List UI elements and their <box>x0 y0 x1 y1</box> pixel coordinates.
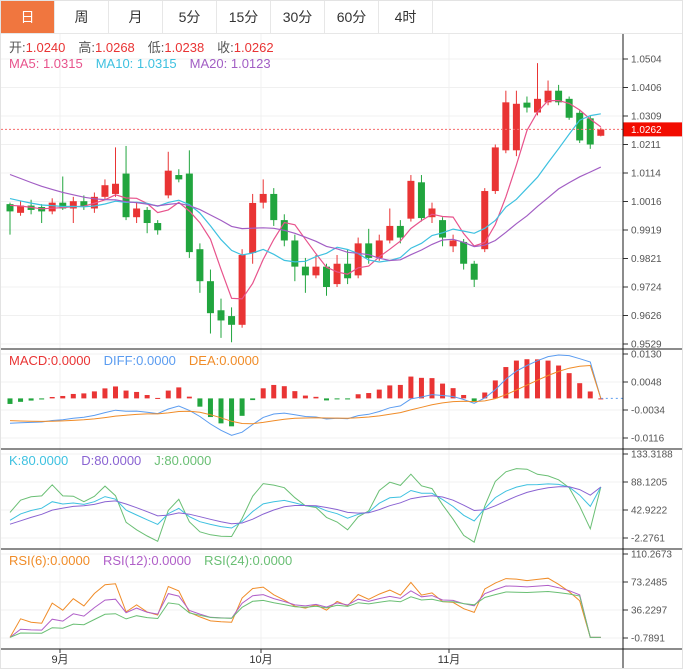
gridlines-layer <box>1 33 623 649</box>
tab-日[interactable]: 日 <box>1 1 55 33</box>
svg-text:42.9222: 42.9222 <box>631 506 668 517</box>
candles-layer <box>6 63 605 343</box>
panel-separators <box>1 33 682 668</box>
svg-text:1.0211: 1.0211 <box>631 140 661 151</box>
svg-text:-0.0116: -0.0116 <box>631 434 665 445</box>
svg-text:88.1205: 88.1205 <box>631 478 668 489</box>
tab-30分[interactable]: 30分 <box>271 1 325 33</box>
tab-15分[interactable]: 15分 <box>217 1 271 33</box>
x-axis-labels: 9月 10月 11月 <box>51 649 460 666</box>
last-price-badge: 1.0262 <box>623 122 682 137</box>
svg-text:-2.2761: -2.2761 <box>631 534 665 545</box>
svg-text:0.0130: 0.0130 <box>631 350 662 361</box>
svg-text:-0.7891: -0.7891 <box>631 634 665 645</box>
svg-text:1.0406: 1.0406 <box>631 83 662 94</box>
axis-labels-layer: 1.0504 1.0406 1.0309 1.0211 1.0114 1.0016 0.99… <box>623 55 673 645</box>
svg-text:0.9919: 0.9919 <box>631 226 662 237</box>
svg-text:11月: 11月 <box>438 654 460 666</box>
svg-text:1.0309: 1.0309 <box>631 112 662 123</box>
svg-text:36.2297: 36.2297 <box>631 606 668 617</box>
svg-text:0.9821: 0.9821 <box>631 254 662 265</box>
svg-text:1.0262: 1.0262 <box>631 125 662 136</box>
svg-text:1.0114: 1.0114 <box>631 169 661 180</box>
tab-周[interactable]: 周 <box>55 1 109 33</box>
tab-4时[interactable]: 4时 <box>379 1 433 33</box>
svg-text:0.9626: 0.9626 <box>631 311 662 322</box>
tab-月[interactable]: 月 <box>109 1 163 33</box>
svg-text:0.0048: 0.0048 <box>631 378 662 389</box>
tab-60分[interactable]: 60分 <box>325 1 379 33</box>
macd-layer <box>7 359 623 427</box>
svg-text:133.3188: 133.3188 <box>631 450 673 461</box>
svg-text:1.0504: 1.0504 <box>631 55 662 66</box>
svg-text:9月: 9月 <box>51 654 68 666</box>
svg-text:110.2673: 110.2673 <box>631 550 672 561</box>
tab-5分[interactable]: 5分 <box>163 1 217 33</box>
svg-text:0.9529: 0.9529 <box>631 340 662 351</box>
svg-text:-0.0034: -0.0034 <box>631 406 665 417</box>
svg-text:10月: 10月 <box>249 654 272 666</box>
svg-text:73.2485: 73.2485 <box>631 578 668 589</box>
svg-text:1.0016: 1.0016 <box>631 197 662 208</box>
svg-text:0.9724: 0.9724 <box>631 283 662 294</box>
interval-tabbar: 日周月 5分 15分 30分 60分 4时 <box>1 1 682 34</box>
